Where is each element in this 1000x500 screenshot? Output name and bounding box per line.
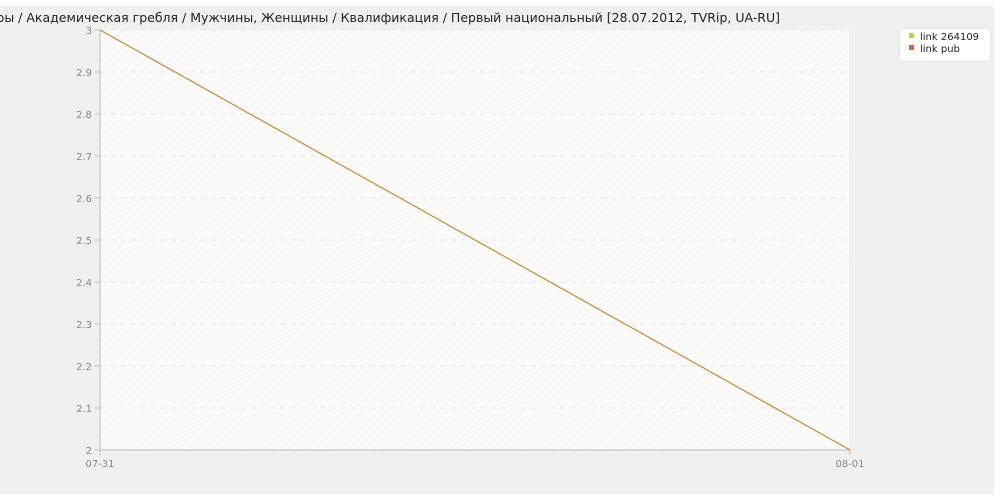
x-tick-label: 08-01 (835, 459, 864, 470)
y-tick-label: 2.9 (76, 68, 92, 79)
y-tick-label: 3 (86, 26, 92, 37)
chart-title: Олимпийские Игры / Академическая гребля … (0, 10, 780, 25)
y-tick-label: 2.2 (76, 362, 92, 373)
gridlines (100, 29, 850, 409)
y-tick-label: 2.1 (76, 404, 92, 415)
series-line-link-pub (99, 29, 851, 451)
x-tick-labels: 07-31 08-01 (85, 459, 864, 470)
y-tick-label: 2.6 (76, 194, 92, 205)
y-tick-label: 2.7 (76, 152, 92, 163)
y-tick-label: 2.3 (76, 320, 92, 331)
legend-swatch (909, 33, 914, 38)
y-tick-label: 2.8 (76, 110, 92, 121)
x-tick-label: 07-31 (85, 459, 114, 470)
y-tick-label: 2.5 (76, 236, 92, 247)
axes (95, 29, 851, 455)
legend-swatch (909, 45, 914, 50)
y-tick-labels: 2 2.1 2.2 2.3 2.4 2.5 2.6 2.7 2.8 2.9 3 (76, 26, 92, 457)
legend-item-link-264109[interactable]: link 264109 (909, 32, 979, 44)
legend-label: link pub (920, 44, 960, 55)
legend-label: link 264109 (920, 32, 980, 43)
legend[interactable]: link 264109 link pub (900, 29, 990, 61)
series-layer (99, 29, 851, 451)
legend-item-link-pub[interactable]: link pub (909, 44, 960, 56)
y-tick-label: 2 (86, 446, 92, 457)
y-tick-label: 2.4 (76, 278, 92, 289)
